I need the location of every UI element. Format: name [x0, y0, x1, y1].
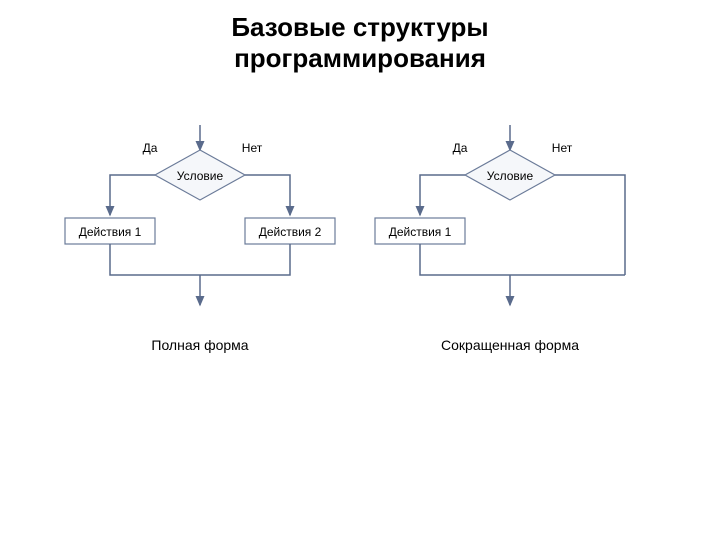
right-no-line [555, 175, 625, 275]
page-title: Базовые структуры программирования [0, 0, 720, 74]
left-action2-label: Действия 2 [259, 225, 322, 239]
left-no-label: Нет [242, 141, 263, 155]
right-merge-line [420, 244, 625, 275]
right-condition-label: Условие [487, 169, 534, 183]
right-action1-label: Действия 1 [389, 225, 452, 239]
title-line-2: программирования [234, 43, 486, 73]
left-action1-label: Действия 1 [79, 225, 142, 239]
right-caption: Сокращенная форма [441, 337, 579, 353]
right-yes-line [420, 175, 465, 215]
right-flowchart: Условие Да Нет Действия 1 Сокращенная фо… [375, 125, 625, 353]
left-caption: Полная форма [151, 337, 248, 353]
title-line-1: Базовые структуры [231, 12, 488, 42]
flowchart-svg: Условие Да Нет Действия 1 Действия 2 Пол… [0, 100, 720, 420]
right-yes-label: Да [453, 141, 468, 155]
right-no-label: Нет [552, 141, 573, 155]
left-flowchart: Условие Да Нет Действия 1 Действия 2 Пол… [65, 125, 335, 353]
left-merge-line [110, 244, 290, 275]
left-condition-label: Условие [177, 169, 224, 183]
left-no-line [245, 175, 290, 215]
left-yes-line [110, 175, 155, 215]
left-yes-label: Да [143, 141, 158, 155]
